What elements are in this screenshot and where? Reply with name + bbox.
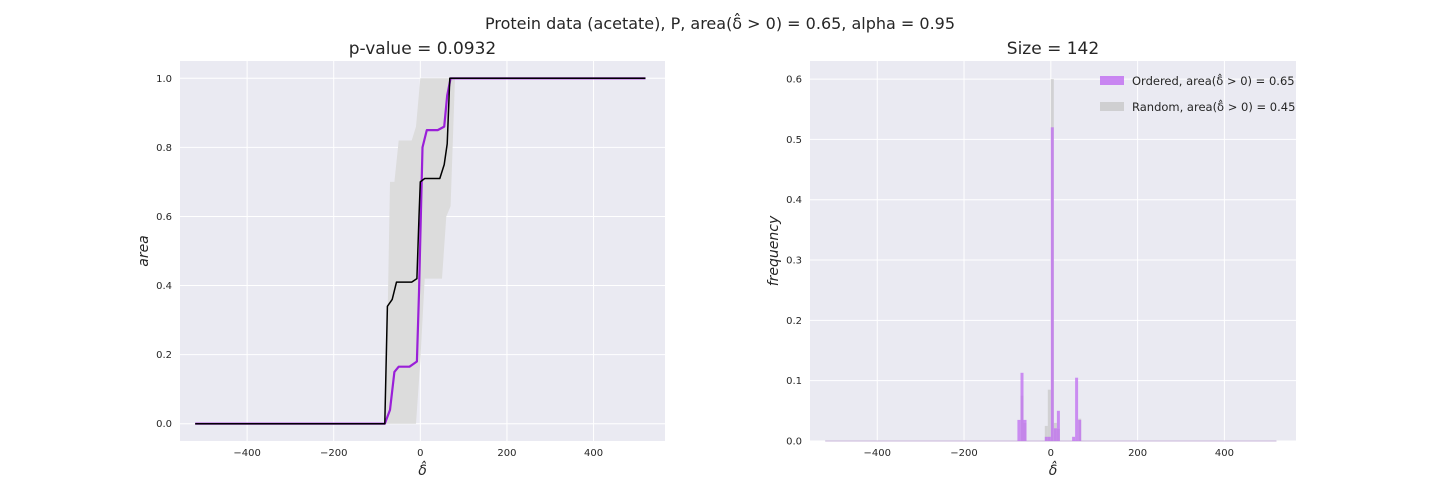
legend-label: Random, area(δ̂ > 0) = 0.45 (1132, 98, 1295, 114)
y-tick-label: 1.0 (156, 74, 172, 85)
histogram-bar-series-1 (1075, 377, 1079, 441)
tick-labels: −400 −200 0 200 400 0.0 0.2 0.4 0.6 0.8 1.0 (156, 74, 603, 459)
x-tick-label: 400 (584, 448, 603, 459)
tick-labels: −400 −200 0 200 400 0.0 0.1 0.2 0.3 0.4 0.5 0.6 (786, 75, 1234, 459)
histogram-bar-series-1 (1056, 410, 1060, 441)
x-tick-label: −400 (864, 448, 891, 459)
x-tick-label: −400 (233, 448, 260, 459)
y-tick-label: 0.5 (786, 135, 802, 146)
x-tick-label: −200 (320, 448, 347, 459)
x-tick-label: 200 (497, 448, 516, 459)
x-axis-label: δ̂ (1049, 460, 1058, 479)
legend-label: Ordered, area(δ̂ > 0) = 0.65 (1132, 72, 1295, 88)
y-tick-label: 0.6 (786, 75, 802, 86)
area-line-chart: −400 −200 0 200 400 0.0 0.2 0.4 0.6 0.8 1.0 p-valu… (136, 39, 665, 479)
legend-swatch (1100, 76, 1124, 85)
frequency-histogram: −400 −200 0 200 400 0.0 0.1 0.2 0.3 0.4 0.5 0.6 Siz… (766, 39, 1296, 479)
series-line-2 (195, 77, 646, 425)
x-tick-label: 400 (1215, 448, 1234, 459)
histogram-bar-series-1 (1072, 436, 1076, 441)
histogram-bar-series-1 (1078, 419, 1082, 441)
y-tick-label: 0.4 (786, 195, 802, 206)
chart-title: Size = 142 (1007, 39, 1099, 59)
x-axis-label: δ̂ (418, 460, 427, 479)
plot-data (195, 77, 646, 425)
y-tick-label: 0.4 (156, 281, 172, 292)
x-tick-label: 0 (1048, 448, 1054, 459)
series-line-1 (195, 77, 646, 425)
histogram-bar-series-2 (1044, 425, 1048, 441)
y-tick-label: 0.2 (156, 350, 172, 361)
y-tick-label: 0.0 (156, 419, 172, 430)
histogram-bar-series-1 (1050, 127, 1054, 442)
y-tick-label: 0.2 (786, 316, 802, 327)
legend: Ordered, area(δ̂ > 0) = 0.65 Random, area… (1100, 72, 1295, 114)
x-tick-label: −200 (950, 448, 977, 459)
histogram-bar-series-1 (1047, 436, 1051, 441)
chart-title: p-value = 0.0932 (349, 39, 496, 59)
histogram-bar-series-1 (1020, 372, 1024, 441)
histogram-bar-series-1 (1023, 419, 1027, 441)
y-axis-label: frequency (766, 215, 782, 286)
y-tick-label: 0.3 (786, 256, 802, 267)
histogram-bar-series-2 (1047, 389, 1051, 441)
legend-swatch (1100, 102, 1124, 111)
y-tick-label: 0.8 (156, 143, 172, 154)
histogram-bar-series-1 (1017, 419, 1021, 441)
y-axis-label: area (136, 235, 152, 267)
histogram-bar-series-1 (1053, 428, 1057, 441)
y-tick-label: 0.1 (786, 376, 802, 387)
x-tick-label: 200 (1128, 448, 1147, 459)
plot-data (825, 79, 1277, 442)
y-tick-label: 0.6 (156, 212, 172, 223)
histogram-bar-series-1 (1044, 436, 1048, 441)
figure-suptitle: Protein data (acetate), P, area(δ̂ > 0) … (485, 13, 955, 33)
y-tick-label: 0.0 (786, 437, 802, 448)
x-tick-label: 0 (417, 448, 423, 459)
